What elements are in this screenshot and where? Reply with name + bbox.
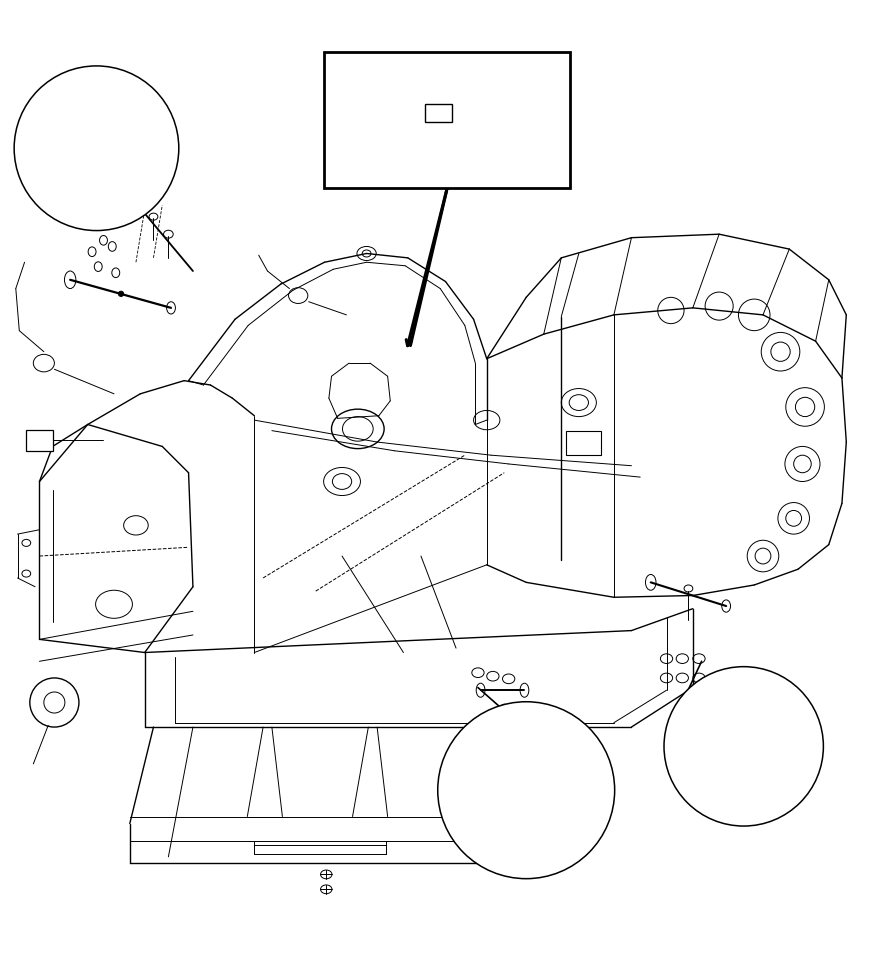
- Circle shape: [15, 66, 178, 230]
- Bar: [324, 52, 570, 188]
- Bar: [566, 430, 601, 455]
- Circle shape: [438, 702, 614, 878]
- Circle shape: [665, 667, 823, 825]
- Ellipse shape: [118, 291, 124, 297]
- Bar: [26, 429, 53, 451]
- Bar: [425, 104, 452, 122]
